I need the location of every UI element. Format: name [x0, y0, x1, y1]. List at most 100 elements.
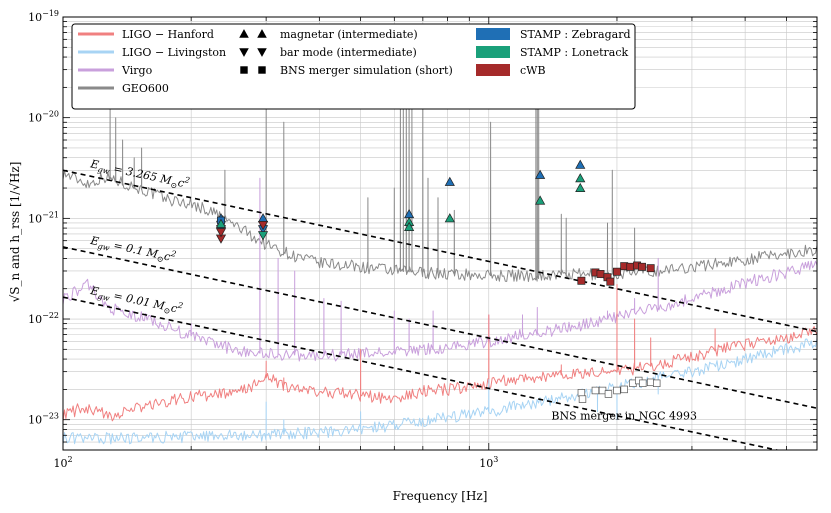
square-legend-marker [258, 66, 266, 74]
energy-line [63, 169, 817, 333]
energy-label-sub: gw [97, 165, 111, 176]
x-tick-label-base: 10 [479, 457, 493, 470]
energy-label-tail: c [163, 250, 172, 264]
hanford-curve [63, 284, 817, 422]
virgo-curve [63, 177, 817, 362]
y-tick-label-exponent: −21 [42, 210, 59, 219]
energy-label-e: E [88, 234, 100, 249]
down-legend-marker [239, 48, 249, 57]
energy-label-sup: 2 [176, 300, 184, 310]
annotation-bns-ngc4993: BNS merger in NGC 4993 [551, 410, 697, 423]
x-axis-label: Frequency [Hz] [393, 489, 488, 503]
bns-sim-marker [604, 390, 613, 398]
lonetrack-marker [535, 195, 546, 205]
cwb-marker [215, 228, 227, 238]
down-legend-marker [257, 48, 267, 57]
energy-label-sun: ⊙ [163, 306, 171, 316]
legend-box [71, 23, 636, 110]
cwb-marker [646, 264, 655, 273]
noise-curves [63, 46, 817, 445]
y-tick-label-base: 10 [28, 414, 42, 427]
bns-sim-marker [639, 379, 647, 387]
cwb-marker [257, 220, 269, 231]
y-tick-label-base: 10 [28, 212, 42, 225]
y-axis-label: √S_n and h_rss [1/√Hz] [8, 162, 22, 303]
energy-label-sun: ⊙ [170, 180, 178, 190]
energy-label-sup: 2 [169, 249, 177, 259]
energy-label-e: E [88, 284, 100, 299]
energy-label-tail: c [170, 301, 179, 315]
livingston-curve [63, 337, 817, 445]
y-tick-label-exponent: −20 [42, 110, 59, 119]
down-legend-label: bar mode (intermediate) [280, 46, 417, 59]
y-tick-label-base: 10 [28, 112, 42, 125]
zebragard-marker [575, 159, 586, 169]
zebragard-legend-swatch [476, 28, 510, 40]
geo600-legend-label: GEO600 [122, 82, 169, 95]
bns-sim-marker [578, 395, 587, 403]
x-tick-label: 103 [479, 455, 498, 470]
lonetrack-legend-label: STAMP : Lonetrack [520, 46, 628, 59]
bns-sim-marker [577, 389, 586, 397]
energy-label-sup: 2 [183, 175, 191, 185]
energy-line [63, 246, 817, 410]
up-legend-marker [239, 29, 249, 38]
annotations: BNS merger in NGC 4993 [551, 410, 697, 423]
cwb-legend-label: cWB [520, 64, 546, 77]
lonetrack-marker [404, 221, 415, 231]
hrss-markers [215, 159, 661, 403]
x-tick-label-base: 10 [53, 457, 67, 470]
energy-label-tail: c [177, 176, 186, 190]
cwb-marker [596, 270, 605, 278]
y-tick-label-base: 10 [28, 313, 42, 326]
energy-label-sub: gw [97, 292, 111, 303]
legend: LIGO − Hanford LIGO − Livingston Virgo GEO6… [71, 23, 636, 110]
bns-sim-marker [591, 386, 600, 395]
lonetrack-marker [215, 218, 227, 228]
cwb-marker [606, 277, 615, 286]
up-legend-marker [257, 29, 267, 38]
x-tick-label: 102 [53, 455, 72, 470]
plot-frame [62, 16, 818, 451]
energy-label-sun: ⊙ [156, 254, 164, 264]
zebragard-marker [444, 176, 455, 186]
hanford-legend-label: LIGO − Hanford [122, 28, 214, 41]
energy-line [63, 296, 781, 450]
bns-sim-marker [620, 385, 628, 394]
y-tick-label: 10−23 [28, 412, 59, 427]
bns-sim-marker [646, 378, 655, 387]
y-tick-label-base: 10 [28, 11, 42, 24]
up-legend-label: magnetar (intermediate) [280, 28, 418, 41]
x-tick-label-exponent: 2 [67, 455, 72, 464]
virgo-legend-label: Virgo [121, 64, 153, 77]
energy-lines [63, 169, 817, 450]
x-tick-label-exponent: 3 [493, 455, 498, 464]
lonetrack-legend-swatch [476, 46, 510, 58]
y-tick-label: 10−22 [28, 311, 59, 326]
cwb-marker [638, 262, 646, 271]
y-tick-label-exponent: −19 [42, 9, 59, 18]
bns-sim-marker [613, 386, 621, 395]
square-legend-label: BNS merger simulation (short) [280, 64, 453, 77]
y-tick-label: 10−20 [28, 110, 59, 125]
y-tick-label-exponent: −22 [42, 311, 59, 320]
square-legend-marker [240, 66, 248, 74]
zebragard-marker [535, 169, 546, 179]
y-tick-label: 10−19 [28, 9, 59, 24]
energy-label-sub: gw [97, 241, 111, 252]
cwb-marker [626, 262, 635, 271]
lonetrack-marker [575, 182, 586, 192]
lonetrack-marker [444, 213, 455, 223]
lonetrack-marker [575, 173, 586, 183]
y-tick-label: 10−21 [28, 210, 59, 225]
cwb-marker [613, 267, 621, 276]
lonetrack-marker [257, 231, 269, 241]
geo600-curve [63, 46, 817, 282]
bns-sim-marker [653, 379, 661, 387]
zebragard-legend-label: STAMP : Zebragard [520, 28, 631, 41]
energy-label-e: E [88, 157, 100, 172]
y-tick-label-exponent: −23 [42, 412, 59, 421]
livingston-legend-label: LIGO − Livingston [122, 46, 226, 59]
